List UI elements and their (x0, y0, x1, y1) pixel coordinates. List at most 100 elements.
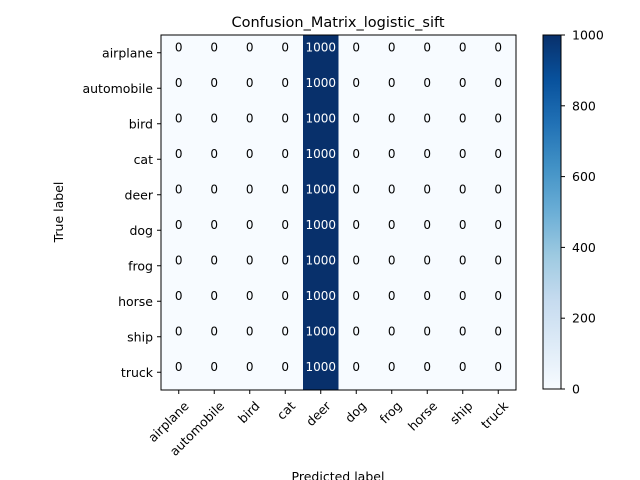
cell-value-label: 0 (210, 324, 218, 338)
heatmap-cell (267, 106, 304, 142)
cell-value-label: 0 (459, 289, 467, 303)
colorbar-tick-label: 200 (572, 311, 596, 326)
y-axis-ticks: airplane automobile bird cat deer dog frog hors… (82, 45, 161, 380)
heatmap-cell (480, 319, 517, 355)
cell-value-label: 0 (494, 360, 502, 374)
y-tick-label: deer (125, 187, 154, 202)
heatmap-cell (338, 354, 375, 391)
heatmap-cell (232, 141, 268, 178)
heatmap-cell (232, 177, 268, 213)
cell-value-label: 0 (281, 289, 289, 303)
cell-value-label: 1000 (305, 253, 336, 267)
heatmap-cell (445, 177, 481, 213)
cell-value-label: 0 (388, 218, 396, 232)
x-tick-label: cat (274, 398, 298, 422)
heatmap-cell (409, 248, 446, 284)
heatmap-cell (480, 354, 517, 391)
plot-frame (160, 34, 517, 391)
cell-value-label: 0 (494, 111, 502, 125)
cell-value-label: 0 (388, 40, 396, 54)
x-tick-label: dog (342, 398, 369, 425)
heatmap-cell (161, 35, 197, 71)
heatmap-cell (232, 283, 268, 320)
cell-value-label: 0 (388, 289, 396, 303)
cell-value-label: 0 (423, 360, 431, 374)
heatmap-cell (303, 141, 339, 178)
y-tick-label: airplane (102, 45, 153, 60)
cell-value-label: 0 (388, 76, 396, 90)
colorbar-tick-label: 0 (572, 382, 580, 397)
heatmap-cell (232, 70, 268, 107)
cell-value-label: 0 (246, 40, 254, 54)
cell-value-label: 0 (352, 289, 360, 303)
heatmap-cell (196, 212, 233, 249)
cell-value-label: 0 (459, 360, 467, 374)
heatmap-cell (445, 106, 481, 142)
heatmap-cell (303, 248, 339, 284)
cell-value-label: 0 (423, 40, 431, 54)
cell-value-label: 0 (388, 253, 396, 267)
cell-value-label: 0 (246, 360, 254, 374)
heatmap-cell (303, 35, 339, 71)
heatmap-cell (267, 177, 304, 213)
cell-value-label: 0 (423, 182, 431, 196)
heatmap-cell (338, 106, 375, 142)
heatmap-cells (161, 35, 517, 391)
y-tick-label: dog (129, 223, 153, 238)
heatmap-cell (374, 319, 410, 355)
heatmap-cell-values: 0 0 0 0 1000 0 0 0 0 0 0 0 0 0 1000 0 0 0 0 0 0 0 0 0 1000 0 0 0 0 0 0… (175, 40, 502, 374)
heatmap-cell (196, 248, 233, 284)
heatmap-cell (196, 177, 233, 213)
heatmap-cell (445, 212, 481, 249)
cell-value-label: 0 (352, 218, 360, 232)
cell-value-label: 0 (459, 182, 467, 196)
cell-value-label: 0 (281, 218, 289, 232)
cell-value-label: 0 (352, 76, 360, 90)
cell-value-label: 1000 (305, 360, 336, 374)
heatmap-cell (161, 141, 197, 178)
heatmap-cell (196, 283, 233, 320)
cell-value-label: 0 (352, 182, 360, 196)
heatmap-cell (338, 319, 375, 355)
cell-value-label: 1000 (305, 76, 336, 90)
cell-value-label: 0 (210, 253, 218, 267)
heatmap-cell (267, 248, 304, 284)
heatmap-cell (196, 35, 233, 71)
heatmap-cell (374, 354, 410, 391)
cell-value-label: 0 (175, 147, 183, 161)
heatmap-cell (409, 319, 446, 355)
heatmap-cell (267, 354, 304, 391)
cell-value-label: 0 (494, 40, 502, 54)
heatmap-cell (445, 70, 481, 107)
x-tick-label: bird (235, 398, 263, 426)
cell-value-label: 0 (423, 76, 431, 90)
cell-value-label: 0 (388, 147, 396, 161)
cell-value-label: 0 (210, 289, 218, 303)
cell-value-label: 0 (210, 218, 218, 232)
heatmap-cell (409, 141, 446, 178)
heatmap-cell (374, 248, 410, 284)
heatmap-cell (232, 248, 268, 284)
heatmap-cell (338, 248, 375, 284)
heatmap-cell (303, 106, 339, 142)
heatmap-cell (374, 35, 410, 71)
x-tick-label: frog (376, 398, 404, 426)
x-tick-label: horse (405, 398, 441, 434)
heatmap-cell (267, 141, 304, 178)
heatmap-cell (232, 106, 268, 142)
cell-value-label: 0 (423, 111, 431, 125)
heatmap-cell (232, 35, 268, 71)
heatmap-cell (445, 354, 481, 391)
cell-value-label: 0 (494, 147, 502, 161)
cell-value-label: 0 (459, 218, 467, 232)
heatmap-cell (409, 177, 446, 213)
cell-value-label: 0 (494, 182, 502, 196)
cell-value-label: 0 (459, 253, 467, 267)
cell-value-label: 0 (210, 182, 218, 196)
heatmap-cell (303, 177, 339, 213)
heatmap-cell (445, 248, 481, 284)
cell-value-label: 1000 (305, 289, 336, 303)
heatmap-cell (480, 283, 517, 320)
y-tick-label: automobile (82, 81, 153, 96)
